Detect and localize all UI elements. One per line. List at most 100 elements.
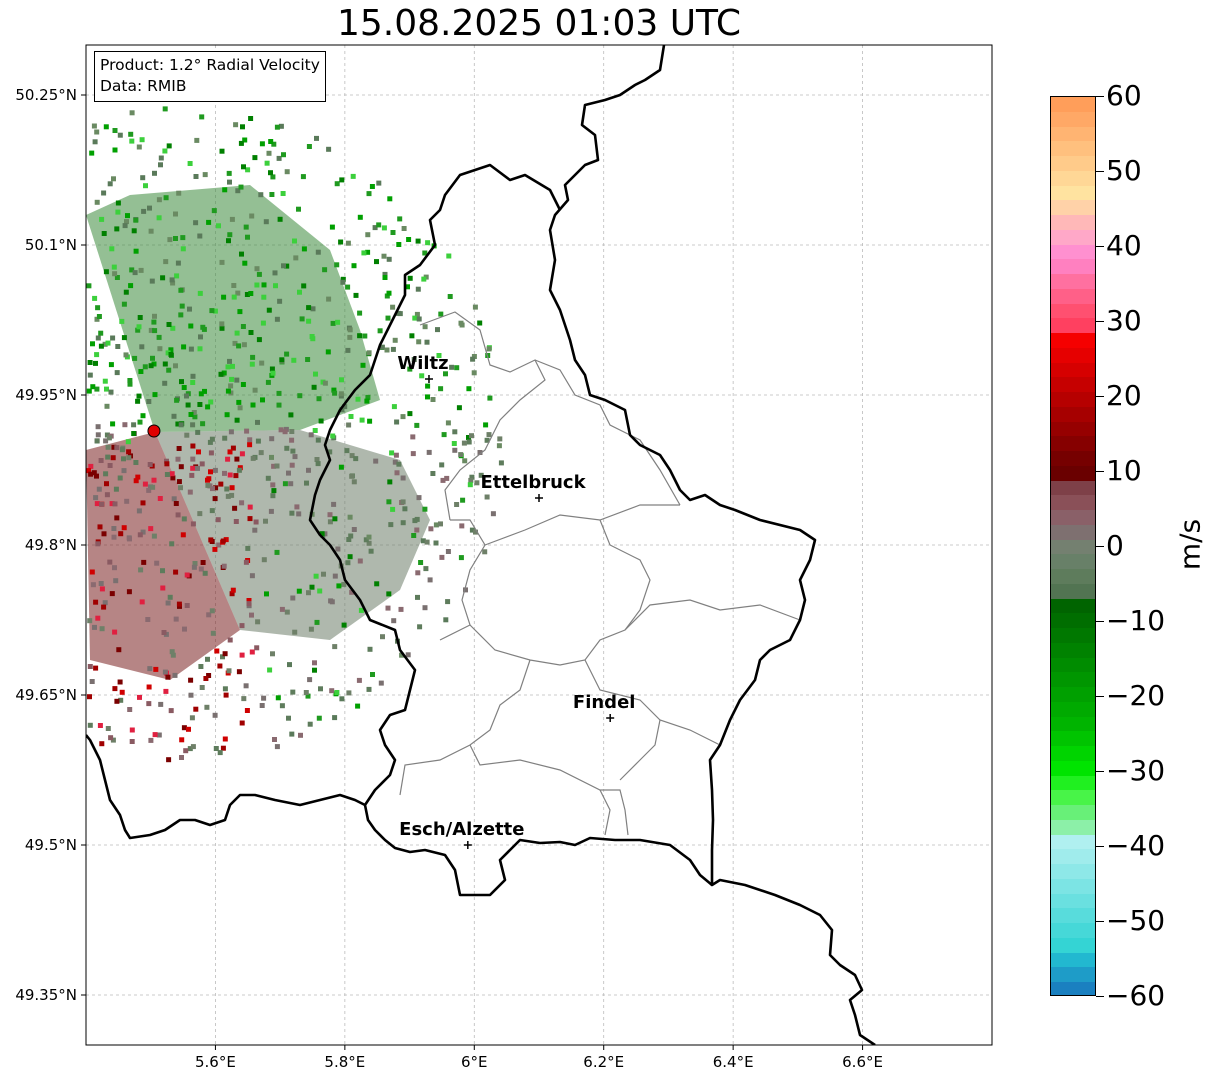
echo-pixel <box>106 435 112 441</box>
echo-pixel <box>107 463 113 468</box>
echo-pixel <box>219 321 225 327</box>
echo-pixel <box>218 481 224 487</box>
echo-pixel <box>415 286 421 292</box>
echo-pixel <box>266 307 272 313</box>
echo-pixel <box>446 253 452 259</box>
echo-pixel <box>425 240 431 246</box>
echo-pixel <box>250 455 256 461</box>
echo-pixel <box>400 520 406 526</box>
echo-pixel <box>229 216 235 222</box>
echo-pixel <box>99 586 105 592</box>
echo-pixel <box>274 124 280 130</box>
echo-pixel <box>171 496 177 502</box>
echo-pixel <box>381 225 387 231</box>
echo-pixel <box>98 581 104 586</box>
echo-pixel <box>137 315 143 320</box>
echo-pixel <box>205 404 211 410</box>
echo-pixel <box>466 435 471 440</box>
echo-pixel <box>142 364 148 370</box>
echo-pixel <box>104 492 110 498</box>
echo-pixel <box>176 479 182 485</box>
echo-pixel <box>409 333 415 339</box>
echo-pixel <box>160 585 166 591</box>
echo-pixel <box>256 271 262 277</box>
echo-pixel <box>346 690 352 696</box>
echo-pixel <box>438 311 444 317</box>
city-label-findel: Findel <box>573 692 636 713</box>
colorbar-tick-label: −10 <box>1106 604 1166 637</box>
echo-pixel <box>129 110 135 116</box>
colorbar-band <box>1051 790 1095 806</box>
city-marker <box>424 375 433 383</box>
echo-pixel <box>272 737 277 742</box>
echo-pixel <box>87 664 93 669</box>
echo-pixel <box>217 663 223 669</box>
echo-pixel <box>268 139 274 144</box>
echo-pixel <box>443 617 449 623</box>
echo-pixel <box>249 213 255 219</box>
echo-pixel <box>355 703 361 709</box>
echo-pixel <box>115 200 121 206</box>
echo-pixel <box>274 316 280 322</box>
echo-pixel <box>468 477 474 483</box>
echo-pixel <box>439 554 445 560</box>
echo-pixel <box>172 672 178 678</box>
echo-pixel <box>254 282 260 288</box>
echo-pixel <box>335 546 341 552</box>
echo-pixel <box>124 219 129 225</box>
echo-pixel <box>313 371 318 377</box>
echo-pixel <box>114 275 120 280</box>
colorbar-band <box>1051 510 1095 526</box>
echo-pixel <box>92 624 97 630</box>
echo-pixel <box>140 500 146 506</box>
echo-pixel <box>206 612 212 618</box>
echo-pixel <box>111 264 117 270</box>
echo-pixel <box>261 695 267 701</box>
echo-pixel <box>94 316 100 322</box>
echo-pixel <box>282 429 288 435</box>
echo-pixel <box>312 428 318 433</box>
echo-pixel <box>216 223 221 229</box>
colorbar-band <box>1051 554 1095 570</box>
echo-pixel <box>487 395 493 401</box>
echo-pixel <box>188 412 194 417</box>
echo-pixel <box>232 340 238 346</box>
echo-pixel <box>112 128 118 133</box>
echo-pixel <box>322 380 328 386</box>
echo-pixel <box>406 237 412 242</box>
colorbar-band <box>1051 274 1095 290</box>
echo-pixel <box>227 179 232 185</box>
echo-pixel <box>428 526 434 532</box>
echo-pixel <box>138 267 144 273</box>
cities: Wiltz Ettelbruck Findel Esch/Alzette <box>397 353 635 849</box>
echo-pixel <box>484 494 490 500</box>
echo-pixel <box>458 555 464 561</box>
echo-pixel <box>87 694 92 700</box>
echo-pixel <box>229 492 235 498</box>
echo-pixel <box>254 645 260 651</box>
echo-pixel <box>171 413 177 419</box>
echo-pixel <box>109 501 115 507</box>
echo-pixel <box>166 322 172 327</box>
echo-pixel <box>309 584 315 590</box>
echo-pixel <box>451 441 457 446</box>
echo-pixel <box>109 246 115 252</box>
echo-pixel <box>168 347 174 353</box>
echo-pixel <box>205 482 211 488</box>
echo-pixel <box>386 499 392 505</box>
echo-pixel <box>200 421 206 427</box>
lat-tick-label: 50.1°N <box>25 236 77 254</box>
echo-pixel <box>185 402 191 408</box>
echo-pixel <box>276 155 282 161</box>
echo-pixel <box>240 324 246 329</box>
echo-pixel <box>197 290 203 296</box>
echo-pixel <box>365 232 371 238</box>
echo-pixel <box>422 250 428 256</box>
echo-pixel <box>219 259 225 265</box>
echo-pixel <box>114 698 120 704</box>
echo-pixel <box>460 497 466 503</box>
echo-pixel <box>234 330 240 336</box>
echo-pixel <box>430 471 436 476</box>
echo-pixel <box>210 486 215 492</box>
echo-pixel <box>459 322 465 328</box>
